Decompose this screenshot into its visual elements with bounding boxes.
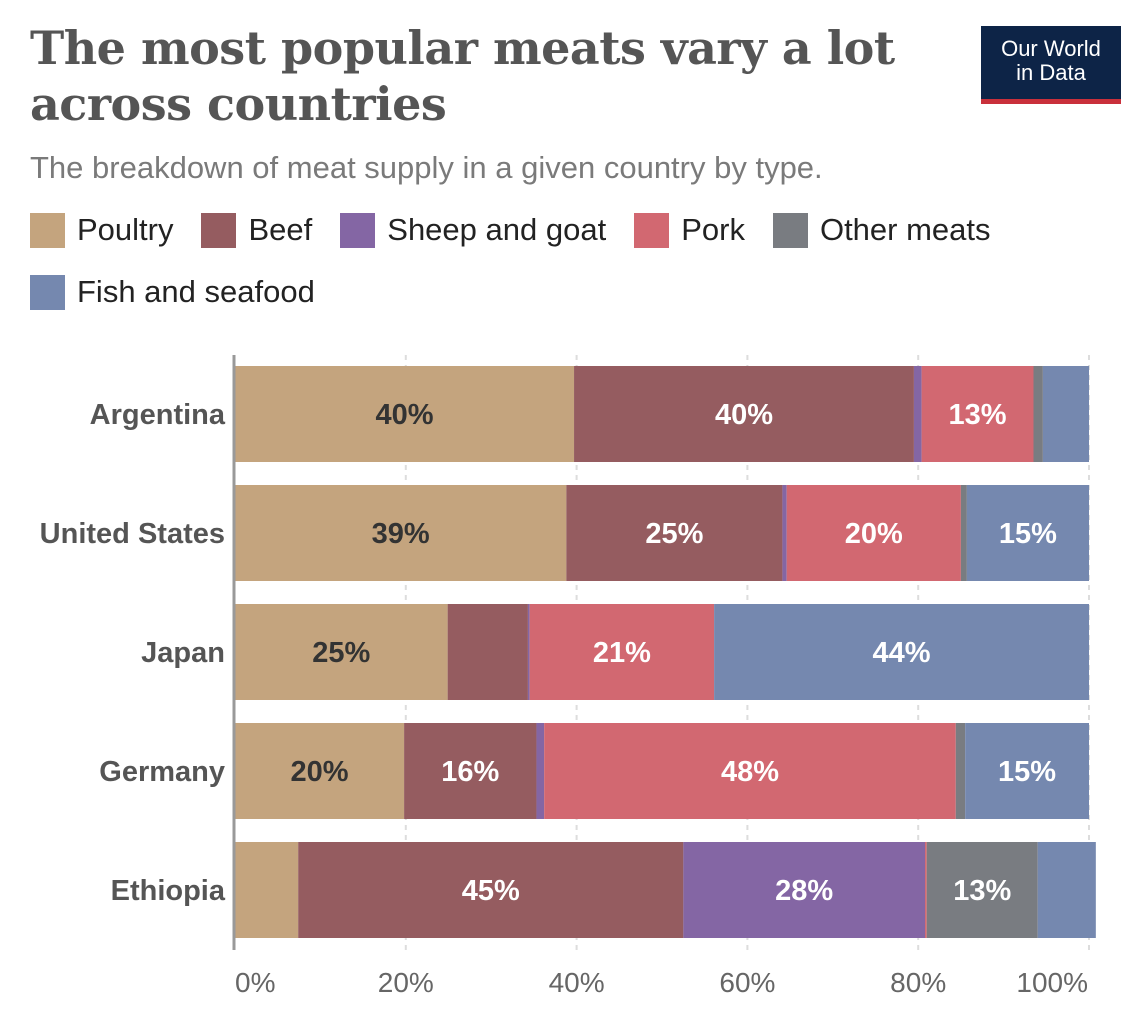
bar-germany-fish-and-seafood <box>965 723 1089 819</box>
category-label-germany: Germany <box>99 756 225 788</box>
legend-item-fish-and-seafood[interactable]: Fish and seafood <box>30 272 315 312</box>
data-label-united-states-pork: 20% <box>845 518 903 550</box>
bar-argentina-pork <box>921 366 1034 462</box>
legend-swatch-other-meats <box>772 212 808 248</box>
data-label-japan-pork: 21% <box>593 637 651 669</box>
data-label-germany-fish-and-seafood: 15% <box>998 756 1056 788</box>
data-label-germany-pork: 48% <box>721 756 779 788</box>
data-label-united-states-poultry: 39% <box>372 518 430 550</box>
bar-japan-pork <box>529 604 715 700</box>
logo-line-2: in Data <box>1016 60 1086 85</box>
bar-argentina-other-meats <box>1033 366 1043 462</box>
bar-germany-sheep-and-goat <box>536 723 545 819</box>
bar-ethiopia-pork <box>925 842 927 938</box>
legend-label-sheep-and-goat: Sheep and goat <box>387 212 607 247</box>
legend-item-beef[interactable]: Beef <box>201 210 312 250</box>
bar-germany-poultry <box>235 723 405 819</box>
chart-title: The most popular meats vary a lot across… <box>30 21 895 131</box>
legend-item-poultry[interactable]: Poultry <box>30 210 173 250</box>
x-tick-label-100: 100% <box>1016 967 1088 998</box>
legend-swatch-poultry <box>30 212 65 248</box>
x-tick-label-40: 40% <box>549 967 605 998</box>
bar-united-states-sheep-and-goat <box>782 485 787 581</box>
bar-argentina-poultry <box>235 366 575 462</box>
owid-logo[interactable]: Our World in Data <box>981 26 1121 104</box>
bar-germany-pork <box>544 723 956 819</box>
data-label-ethiopia-sheep-and-goat: 28% <box>775 875 833 907</box>
bar-japan-fish-and-seafood <box>714 604 1089 700</box>
bar-united-states-fish-and-seafood <box>966 485 1089 581</box>
logo-line-1: Our World <box>1001 36 1101 61</box>
category-label-argentina: Argentina <box>90 399 226 431</box>
legend-swatch-beef <box>201 212 237 248</box>
legend-swatch-fish-and-seafood <box>30 274 65 310</box>
legend-label-other-meats: Other meats <box>819 212 991 247</box>
legend-label-fish-and-seafood: Fish and seafood <box>77 274 315 309</box>
bar-japan-poultry <box>235 604 448 700</box>
bar-ethiopia-other-meats <box>926 842 1038 938</box>
bar-argentina-sheep-and-goat <box>913 366 922 462</box>
bar-ethiopia-fish-and-seafood <box>1037 842 1096 938</box>
stacked-bar-chart: 40% 40% 13% Argentina 39% 25% 20% 15% United Sta… <box>40 355 1096 998</box>
bar-germany-beef <box>404 723 537 819</box>
data-label-argentina-beef: 40% <box>715 399 773 431</box>
bar-germany-other-meats <box>955 723 966 819</box>
bar-japan-beef <box>447 604 528 700</box>
category-label-japan: Japan <box>141 637 225 669</box>
x-tick-label-60: 60% <box>719 967 775 998</box>
legend-swatch-sheep-and-goat <box>340 212 376 248</box>
data-label-argentina-poultry: 40% <box>375 399 433 431</box>
bar-united-states-poultry <box>235 485 567 581</box>
bar-argentina-fish-and-seafood <box>1042 366 1089 462</box>
bar-argentina-beef <box>574 366 914 462</box>
data-label-japan-fish-and-seafood: 44% <box>873 637 931 669</box>
x-tick-label-80: 80% <box>890 967 946 998</box>
legend-item-sheep-and-goat[interactable]: Sheep and goat <box>340 210 606 250</box>
legend-label-poultry: Poultry <box>77 212 174 247</box>
bar-ethiopia-beef <box>298 842 684 938</box>
bar-united-states-other-meats <box>960 485 967 581</box>
data-label-united-states-beef: 25% <box>645 518 703 550</box>
data-label-united-states-fish-and-seafood: 15% <box>999 518 1057 550</box>
data-label-argentina-pork: 13% <box>949 399 1007 431</box>
data-label-japan-poultry: 25% <box>312 637 370 669</box>
chart-legend: Poultry Beef Sheep and goat Pork Other meats… <box>30 210 1120 312</box>
data-label-ethiopia-other-meats: 13% <box>953 875 1011 907</box>
legend-label-pork: Pork <box>681 212 745 247</box>
legend-item-pork[interactable]: Pork <box>634 210 745 250</box>
category-label-ethiopia: Ethiopia <box>111 875 226 907</box>
bar-ethiopia-sheep-and-goat <box>683 842 926 938</box>
data-label-germany-poultry: 20% <box>291 756 349 788</box>
bar-united-states-beef <box>566 485 783 581</box>
legend-label-beef: Beef <box>248 212 313 247</box>
bar-ethiopia-poultry <box>235 842 299 938</box>
x-tick-label-0: 0% <box>235 967 275 998</box>
legend-swatch-pork <box>634 212 670 248</box>
bar-united-states-pork <box>786 485 961 581</box>
x-tick-label-20: 20% <box>378 967 434 998</box>
category-label-united-states: United States <box>40 518 225 550</box>
chart-subtitle: The breakdown of meat supply in a given … <box>30 150 823 185</box>
legend-item-other-meats[interactable]: Other meats <box>772 210 991 250</box>
data-label-germany-beef: 16% <box>441 756 499 788</box>
data-label-ethiopia-beef: 45% <box>462 875 520 907</box>
bar-japan-sheep-and-goat <box>527 604 530 700</box>
